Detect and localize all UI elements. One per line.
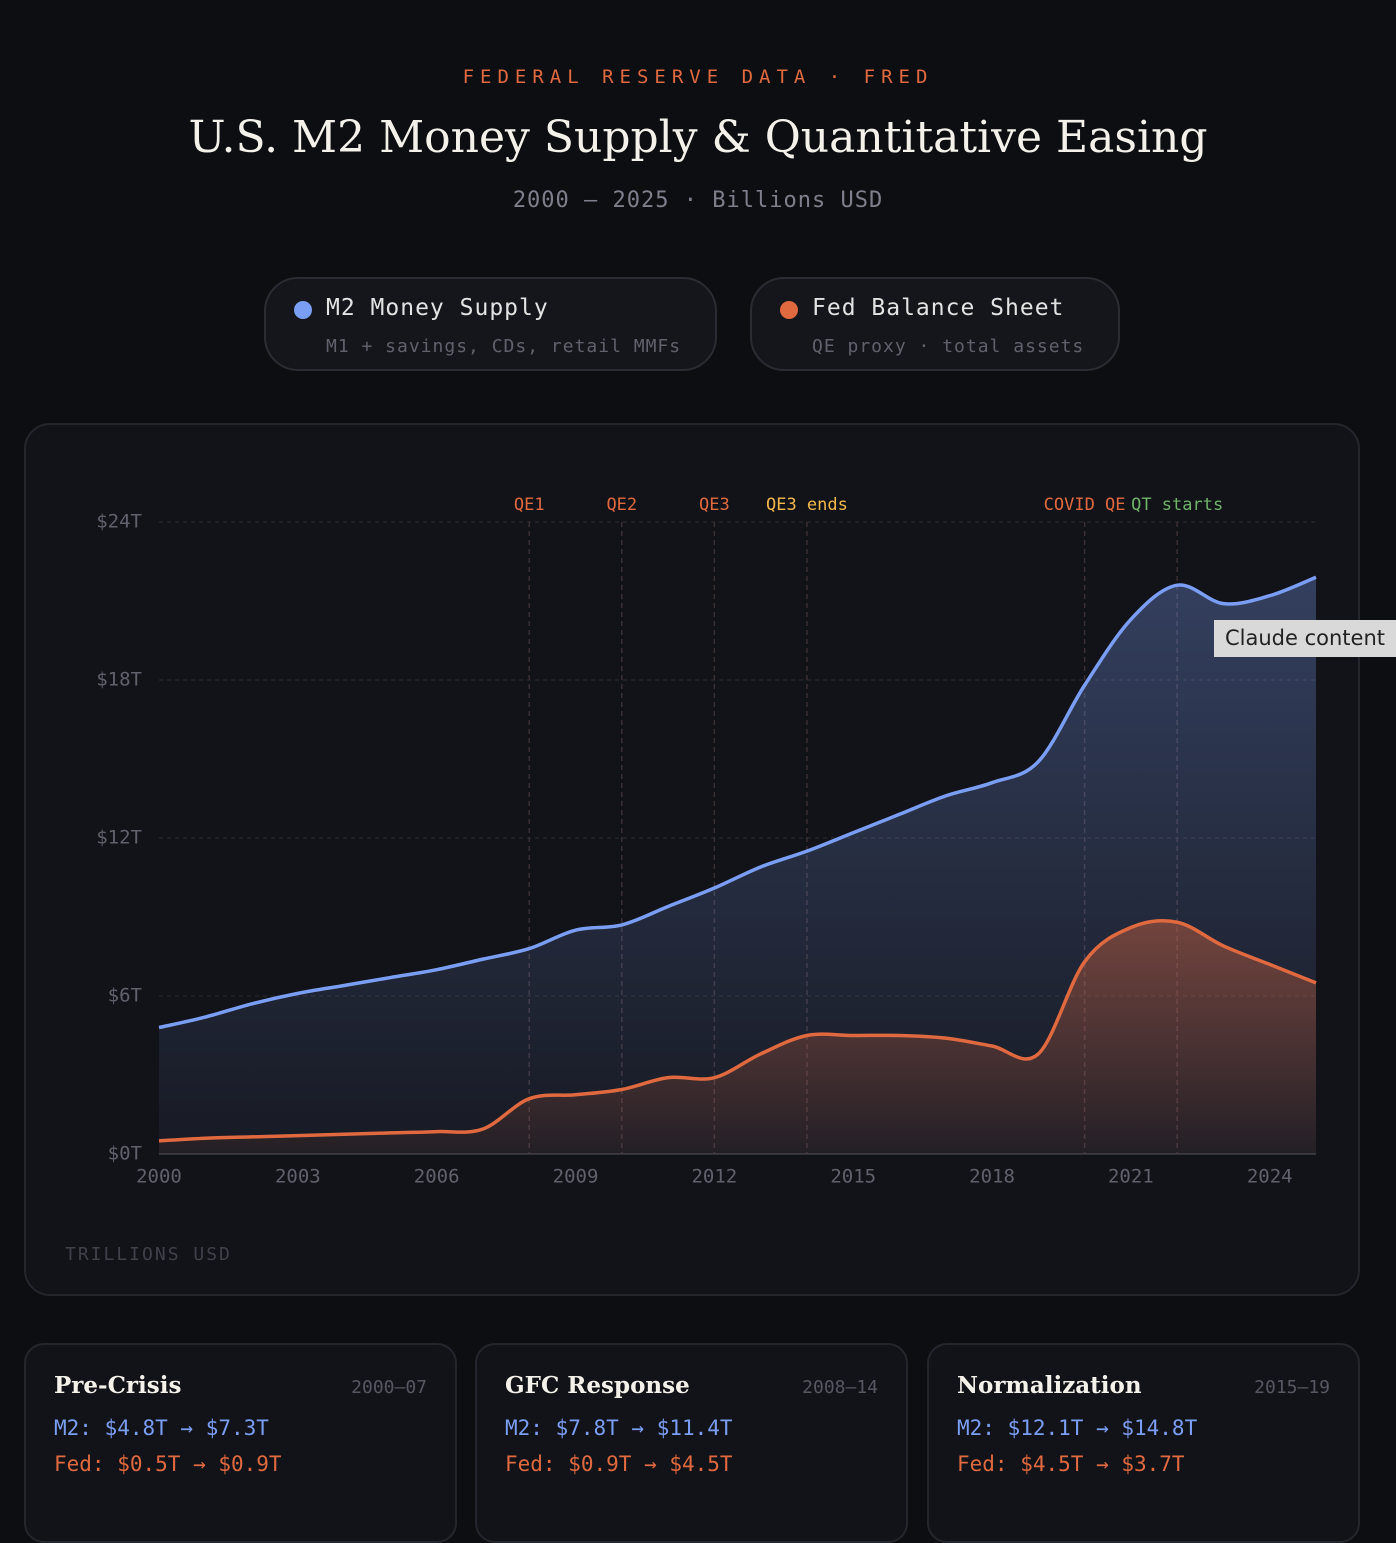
y-tick-label: $6T bbox=[108, 985, 142, 1007]
x-tick-label: 2024 bbox=[1247, 1166, 1293, 1188]
line bbox=[158, 919, 1317, 1143]
x-tick-label: 2006 bbox=[414, 1166, 460, 1188]
area bbox=[159, 920, 1316, 1154]
x-tick-label: 2012 bbox=[691, 1166, 737, 1188]
card-title: GFC Response bbox=[505, 1372, 690, 1399]
legend-item[interactable]: M2 Money Supply M1 + savings, CDs, retai… bbox=[264, 277, 717, 371]
y-tick-label: $24T bbox=[96, 511, 142, 533]
x-tick-label: 2018 bbox=[969, 1166, 1015, 1188]
x-tick-label: 2000 bbox=[136, 1166, 182, 1188]
tooltip: Claude content bbox=[1214, 620, 1396, 657]
legend-description: M1 + savings, CDs, retail MMFs bbox=[326, 336, 682, 357]
chart-panel: TRILLIONS USD $0T $6T $12T $18T $24T 2000 2003… bbox=[24, 423, 1360, 1296]
annotation-label: COVID QE bbox=[1044, 495, 1126, 515]
eyebrow: FEDERAL RESERVE DATA · FRED bbox=[462, 66, 934, 88]
period-card: Pre-Crisis 2000–07 M2: $4.8T → $7.3T Fed… bbox=[24, 1343, 457, 1543]
x-tick-label: 2021 bbox=[1108, 1166, 1154, 1188]
legend-swatch bbox=[780, 301, 798, 319]
y-tick-label: $12T bbox=[96, 827, 142, 849]
legend-item[interactable]: Fed Balance Sheet QE proxy · total asset… bbox=[750, 277, 1120, 371]
x-tick-label: 2003 bbox=[275, 1166, 321, 1188]
period-card: Normalization 2015–19 M2: $12.1T → $14.8… bbox=[927, 1343, 1360, 1543]
area bbox=[159, 577, 1316, 1154]
annotation-label: QE1 bbox=[514, 495, 545, 515]
y-tick-label: $0T bbox=[108, 1143, 142, 1165]
axis-note: TRILLIONS USD bbox=[65, 1244, 232, 1265]
subtitle: 2000 — 2025 · Billions USD bbox=[512, 188, 884, 213]
x-tick-label: 2015 bbox=[830, 1166, 876, 1188]
card-period: 2015–19 bbox=[1254, 1377, 1330, 1398]
card-period: 2000–07 bbox=[351, 1377, 427, 1398]
card-m2: M2: $12.1T → $14.8T bbox=[957, 1416, 1198, 1440]
annotation-label: QT starts bbox=[1131, 495, 1223, 515]
card-fed: Fed: $0.9T → $4.5T bbox=[505, 1452, 733, 1476]
y-tick-label: $18T bbox=[96, 669, 142, 691]
legend-description: QE proxy · total assets bbox=[812, 336, 1085, 357]
legend-label: M2 Money Supply bbox=[326, 295, 549, 321]
card-title: Pre-Crisis bbox=[54, 1372, 182, 1399]
card-m2: M2: $4.8T → $7.3T bbox=[54, 1416, 269, 1440]
card-period: 2008–14 bbox=[802, 1377, 878, 1398]
page: FEDERAL RESERVE DATA · FRED U.S. M2 Mone… bbox=[24, 66, 1396, 1543]
page-title: U.S. M2 Money Supply & Quantitative Easi… bbox=[188, 112, 1208, 163]
annotation-label: QE3 ends bbox=[766, 495, 848, 515]
card-title: Normalization bbox=[957, 1372, 1142, 1399]
legend-label: Fed Balance Sheet bbox=[812, 295, 1065, 321]
x-tick-label: 2009 bbox=[553, 1166, 599, 1188]
card-fed: Fed: $4.5T → $3.7T bbox=[957, 1452, 1185, 1476]
legend-swatch bbox=[294, 301, 312, 319]
line bbox=[158, 575, 1317, 1030]
annotation-label: QE2 bbox=[606, 495, 637, 515]
chart: TRILLIONS USD $0T $6T $12T $18T $24T 2000 2003… bbox=[65, 495, 1317, 1265]
period-card: GFC Response 2008–14 M2: $7.8T → $11.4T … bbox=[475, 1343, 908, 1543]
card-m2: M2: $7.8T → $11.4T bbox=[505, 1416, 733, 1440]
annotation-label: QE3 bbox=[699, 495, 730, 515]
card-fed: Fed: $0.5T → $0.9T bbox=[54, 1452, 282, 1476]
